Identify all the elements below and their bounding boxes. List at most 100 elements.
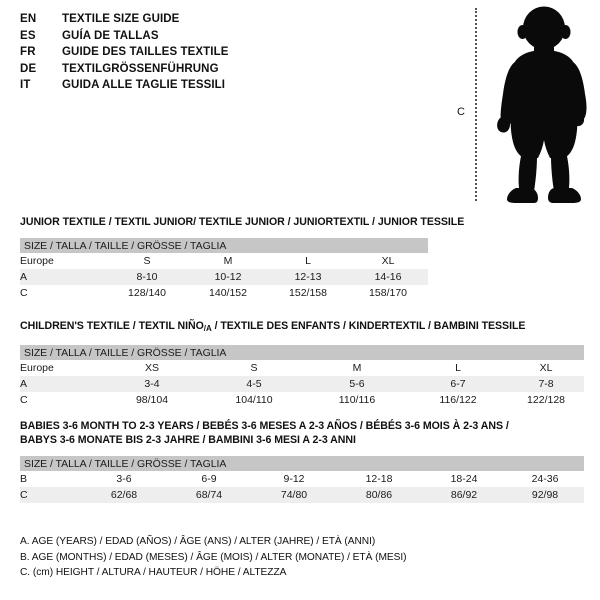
table-cell: 9-12 [252, 471, 336, 487]
table-cell: 7-8 [508, 376, 585, 392]
table-cell: 6-7 [408, 376, 508, 392]
table-cell: L [268, 253, 348, 269]
band-cell: SIZE / TALLA / TAILLE / GRÖSSE / TAGLIA [20, 238, 429, 253]
table-band-row: SIZE / TALLA / TAILLE / GRÖSSE / TAGLIA [20, 456, 585, 471]
legend-line-c: C. (cm) HEIGHT / ALTURA / HAUTEUR / HÖHE… [20, 567, 287, 578]
row-label: C [20, 487, 82, 503]
table-cell: M [188, 253, 268, 269]
language-row: ES GUÍA DE TALLAS [20, 30, 440, 47]
section-title-children: CHILDREN'S TEXTILE / TEXTIL NIÑO/A / TEX… [20, 319, 584, 336]
table-cell: 92/98 [506, 487, 585, 503]
table-row: A 8-10 10-12 12-13 14-16 [20, 269, 429, 285]
table-cell: 10-12 [188, 269, 268, 285]
table-cell: XL [508, 360, 585, 376]
language-code-it: IT [20, 79, 31, 91]
table-cell: 4-5 [202, 376, 306, 392]
size-table-children: SIZE / TALLA / TAILLE / GRÖSSE / TAGLIA … [20, 345, 585, 408]
section-children: CHILDREN'S TEXTILE / TEXTIL NIÑO/A / TEX… [20, 319, 585, 408]
section-babies: BABIES 3-6 MONTH TO 2-3 YEARS / BEBÉS 3-… [20, 419, 585, 503]
size-table-babies: SIZE / TALLA / TAILLE / GRÖSSE / TAGLIA … [20, 456, 585, 503]
table-cell: 140/152 [188, 285, 268, 301]
table-cell: 24-36 [506, 471, 585, 487]
language-row: FR GUIDE DES TAILLES TEXTILE [20, 46, 440, 63]
table-cell: 14-16 [348, 269, 429, 285]
table-cell: 3-4 [102, 376, 202, 392]
table-cell: 18-24 [422, 471, 506, 487]
table-cell: XL [348, 253, 429, 269]
language-label-it: GUIDA ALLE TAGLIE TESSILI [62, 79, 226, 91]
table-cell: 3-6 [82, 471, 166, 487]
table-cell: 80/86 [336, 487, 422, 503]
table-cell: 98/104 [102, 392, 202, 408]
table-cell: 86/92 [422, 487, 506, 503]
size-table-junior: SIZE / TALLA / TAILLE / GRÖSSE / TAGLIA … [20, 238, 429, 301]
height-figure: C [440, 0, 600, 210]
band-cell: SIZE / TALLA / TAILLE / GRÖSSE / TAGLIA [20, 345, 585, 360]
table-cell: 122/128 [508, 392, 585, 408]
table-band-row: SIZE / TALLA / TAILLE / GRÖSSE / TAGLIA [20, 238, 429, 253]
table-row: Europe S M L XL [20, 253, 429, 269]
table-cell: 128/140 [106, 285, 188, 301]
table-row: C 98/104 104/110 110/116 116/122 122/128 [20, 392, 585, 408]
legend-line-a: A. AGE (YEARS) / EDAD (AÑOS) / ÂGE (ANS)… [20, 536, 376, 547]
language-code-de: DE [20, 62, 37, 75]
section-title-junior: JUNIOR TEXTILE / TEXTIL JUNIOR/ TEXTILE … [20, 216, 465, 228]
row-label: A [20, 376, 102, 392]
section-title-children-rest: / TEXTILE DES ENFANTS / KINDERTEXTIL / B… [211, 320, 526, 332]
band-label: SIZE / TALLA / TAILLE / GRÖSSE / TAGLIA [24, 239, 227, 252]
legend-line-b: B. AGE (MONTHS) / EDAD (MESES) / ÂGE (MO… [20, 551, 407, 563]
language-row: IT GUIDA ALLE TAGLIE TESSILI [20, 79, 440, 96]
table-band-row: SIZE / TALLA / TAILLE / GRÖSSE / TAGLIA [20, 345, 585, 360]
language-code-fr: FR [20, 46, 36, 58]
table-cell: 104/110 [202, 392, 306, 408]
table-cell: 8-10 [106, 269, 188, 285]
table-cell: 5-6 [306, 376, 408, 392]
table-cell: 74/80 [252, 487, 336, 503]
table-cell: S [106, 253, 188, 269]
table-cell: XS [102, 360, 202, 376]
legend: A. AGE (YEARS) / EDAD (AÑOS) / ÂGE (ANS)… [20, 534, 490, 581]
language-label-fr: GUIDE DES TAILLES TEXTILE [62, 46, 229, 58]
row-label: Europe [20, 360, 102, 376]
language-row: EN TEXTILE SIZE GUIDE [20, 13, 440, 30]
table-row: C 128/140 140/152 152/158 158/170 [20, 285, 429, 301]
table-row: C 62/68 68/74 74/80 80/86 86/92 92/98 [20, 487, 585, 503]
language-code-en: EN [20, 13, 37, 25]
table-cell: 158/170 [348, 285, 429, 301]
section-junior: JUNIOR TEXTILE / TEXTIL JUNIOR/ TEXTILE … [20, 215, 465, 301]
table-cell: 116/122 [408, 392, 508, 408]
table-row: A 3-4 4-5 5-6 6-7 7-8 [20, 376, 585, 392]
table-row: Europe XS S M L XL [20, 360, 585, 376]
band-label: SIZE / TALLA / TAILLE / GRÖSSE / TAGLIA [24, 457, 227, 470]
child-silhouette-icon [497, 6, 587, 203]
section-title-babies-line1: BABIES 3-6 MONTH TO 2-3 YEARS / BEBÉS 3-… [20, 420, 509, 432]
row-label: C [20, 392, 102, 408]
table-cell: 110/116 [306, 392, 408, 408]
language-header: EN TEXTILE SIZE GUIDE ES GUÍA DE TALLAS … [20, 13, 440, 96]
section-title-babies-line2: BABYS 3-6 MONATE BIS 2-3 JAHRE / BAMBINI… [20, 434, 356, 446]
language-row: DE TEXTILGRÖSSENFÜHRUNG [20, 63, 440, 80]
band-label: SIZE / TALLA / TAILLE / GRÖSSE / TAGLIA [24, 346, 227, 359]
table-row: B 3-6 6-9 9-12 12-18 18-24 24-36 [20, 471, 585, 487]
table-cell: 62/68 [82, 487, 166, 503]
language-label-es: GUÍA DE TALLAS [62, 29, 159, 42]
language-label-de: TEXTILGRÖSSENFÜHRUNG [62, 62, 219, 75]
section-title-children-main: CHILDREN'S TEXTILE / TEXTIL NIÑO [20, 320, 204, 332]
table-cell: 12-18 [336, 471, 422, 487]
table-cell: M [306, 360, 408, 376]
language-code-es: ES [20, 29, 36, 42]
band-cell: SIZE / TALLA / TAILLE / GRÖSSE / TAGLIA [20, 456, 585, 471]
table-cell: 6-9 [166, 471, 252, 487]
row-label: B [20, 471, 82, 487]
table-cell: L [408, 360, 508, 376]
table-cell: 12-13 [268, 269, 348, 285]
table-cell: 68/74 [166, 487, 252, 503]
language-label-en: TEXTILE SIZE GUIDE [62, 13, 180, 25]
height-guide-dashed-line [475, 8, 477, 201]
section-title-children-sub: /A [203, 324, 212, 333]
height-guide-label: C [457, 106, 466, 118]
row-label: A [20, 269, 106, 285]
row-label: Europe [20, 253, 106, 269]
table-cell: 152/158 [268, 285, 348, 301]
row-label: C [20, 285, 106, 301]
